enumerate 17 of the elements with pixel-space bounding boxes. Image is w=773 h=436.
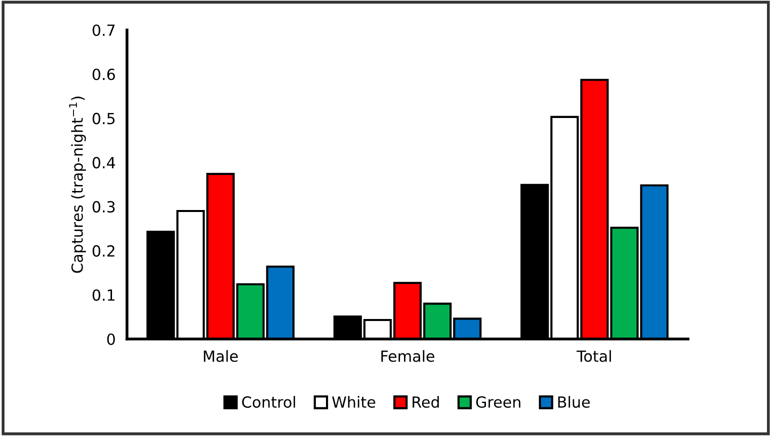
legend-label: White xyxy=(332,396,376,408)
x-tick-label: Female xyxy=(381,350,434,362)
y-tick-label: 0.2 xyxy=(92,245,114,257)
y-axis-title: Captures (trap-night$^{−1}$) xyxy=(69,96,86,273)
legend-label: Red xyxy=(412,396,439,408)
legend-label: Control xyxy=(242,396,296,408)
legend-label: Green xyxy=(476,396,520,408)
y-tick-label: 0.4 xyxy=(92,156,116,168)
y-tick-label: 0.1 xyxy=(92,289,114,301)
y-tick-label: 0.7 xyxy=(92,24,115,36)
x-tick-label: Total xyxy=(576,350,611,362)
y-tick-label: 0 xyxy=(107,333,115,346)
x-tick-label: Male xyxy=(204,350,238,362)
legend-label: Blue xyxy=(558,396,590,408)
y-tick-label: 0.5 xyxy=(92,112,115,124)
y-tick-label: 0.3 xyxy=(92,201,115,213)
y-tick-label: 0.6 xyxy=(92,68,115,80)
